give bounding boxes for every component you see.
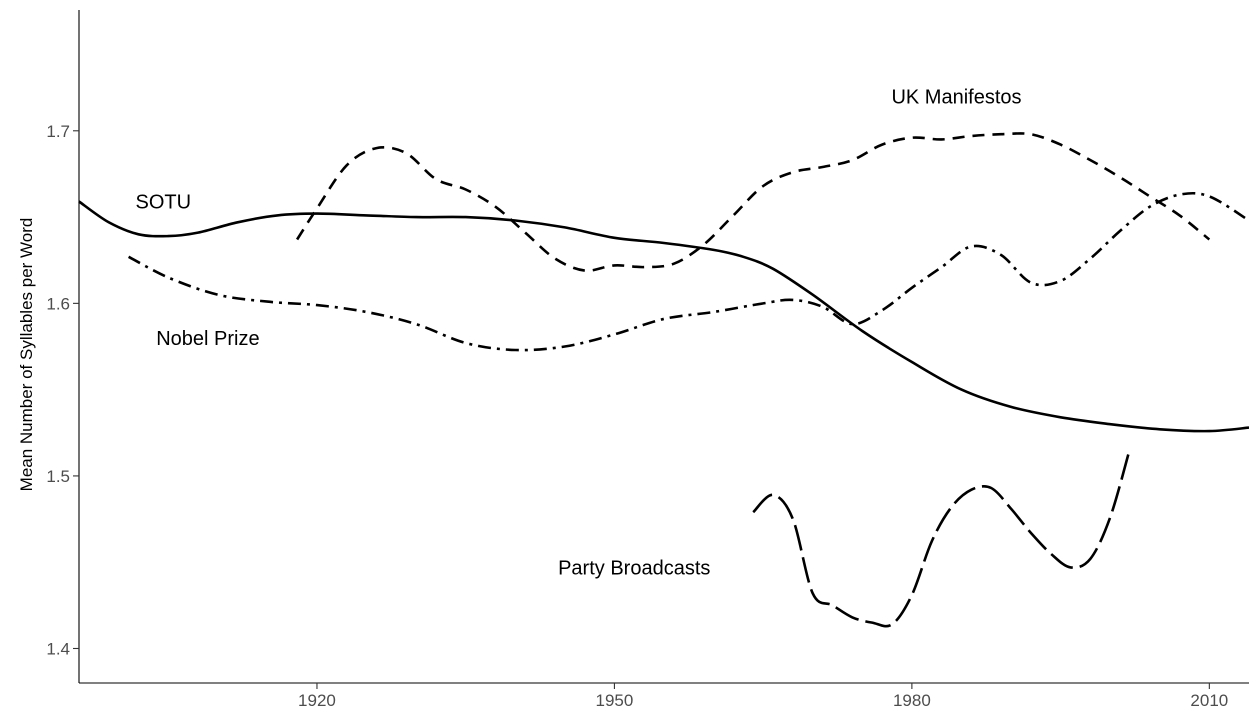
x-tick-label: 1920 xyxy=(298,691,336,710)
series-label-uk-manifestos: UK Manifestos xyxy=(891,86,1021,108)
series-line-party-broadcasts xyxy=(752,447,1132,628)
axes-layer xyxy=(78,10,1249,684)
ticks-layer: 1.4 1.5 1.6 1.7 1920 1950 1980 2010 xyxy=(46,122,1228,710)
series-label-sotu: SOTU xyxy=(135,192,191,214)
x-tick-label: 2010 xyxy=(1190,691,1228,710)
series-label-nobel-prize: Nobel Prize xyxy=(156,328,259,350)
series-layer xyxy=(78,132,1249,628)
series-line-nobel-prize xyxy=(128,191,1249,352)
x-tick-label: 1980 xyxy=(893,691,931,710)
y-tick-label: 1.4 xyxy=(46,639,70,658)
y-tick-label: 1.6 xyxy=(46,294,70,313)
y-axis-title: Mean Number of Syllables per Word xyxy=(17,218,36,492)
x-tick-label: 1950 xyxy=(596,691,634,710)
y-tick-label: 1.7 xyxy=(46,122,70,141)
y-axis-title-group: Mean Number of Syllables per Word xyxy=(17,218,36,492)
series-line-sotu xyxy=(78,200,1249,433)
y-tick-label: 1.5 xyxy=(46,467,70,486)
series-line-uk-manifestos xyxy=(296,132,1211,273)
series-labels-layer: SOTU UK Manifestos Nobel Prize Party Broadc… xyxy=(135,86,1021,579)
series-label-party-broadcasts: Party Broadcasts xyxy=(558,557,710,579)
